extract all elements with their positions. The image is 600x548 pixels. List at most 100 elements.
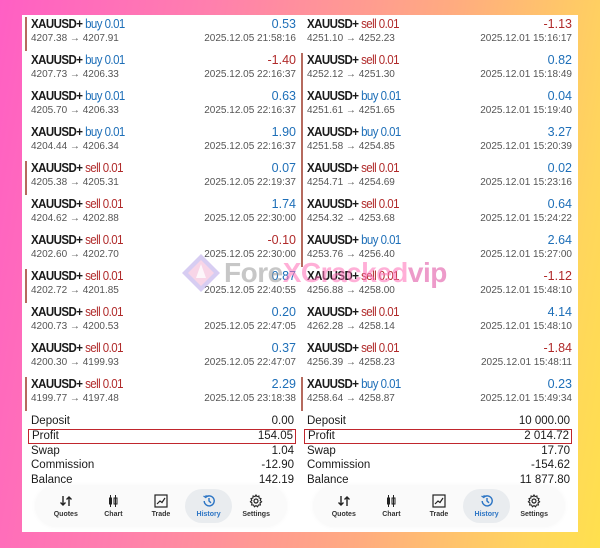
nav-tab-settings[interactable]: Settings [232,489,280,523]
nav-tab-label: Trade [151,511,171,518]
trade-row[interactable]: XAUUSD+ buy 0.01 0.23 4258.64 → 4258.87 … [301,375,572,411]
trade-close-time: 2025.12.01 15:48:10 [480,321,572,332]
trade-row[interactable]: XAUUSD+ sell 0.01 0.64 4254.32 → 4253.68… [301,193,572,231]
symbol-name: XAUUSD+ [307,377,359,391]
trade-prices: 4202.60 → 4202.70 [31,249,119,260]
nav-tab-chart[interactable]: Chart [90,489,138,523]
symbol-name: XAUUSD+ [31,17,83,31]
commission-value: -12.90 [261,459,294,472]
nav-tab-label: Settings [242,511,270,518]
nav-tab-trade[interactable]: Trade [137,489,185,523]
trade-chart-icon [432,494,446,508]
trade-close-time: 2025.12.05 21:58:16 [204,33,296,44]
symbol-name: XAUUSD+ [307,269,359,283]
trade-row[interactable]: XAUUSD+ buy 0.01 2.64 4253.76 → 4256.40 … [301,229,572,267]
commission-label: Commission [307,459,371,472]
gear-icon [249,494,263,508]
summary-swap-row: Swap 1.04 [28,444,296,459]
balance-value: 142.19 [258,474,294,487]
trade-symbol: XAUUSD+ sell 0.01 [31,341,123,355]
trade-row[interactable]: XAUUSD+ sell 0.01 0.87 4202.72 → 4201.85… [25,267,296,303]
trade-row[interactable]: XAUUSD+ sell 0.01 1.74 4204.62 → 4202.88… [28,195,296,231]
trade-marker-bar [301,229,303,267]
summary-profit-row-highlighted: Profit 2 014.72 [304,428,572,444]
trade-row[interactable]: XAUUSD+ buy 0.01 0.63 4205.70 → 4206.33 … [28,87,296,123]
trade-row[interactable]: XAUUSD+ sell 0.01 4.14 4262.28 → 4258.14… [304,303,572,339]
trade-symbol: XAUUSD+ buy 0.01 [307,377,401,391]
trade-symbol: XAUUSD+ sell 0.01 [307,341,399,355]
trade-row[interactable]: XAUUSD+ sell 0.01 -0.10 4202.60 → 4202.7… [28,231,296,267]
trade-close-time: 2025.12.01 15:48:10 [480,285,572,296]
history-comparison-card: XAUUSD+ buy 0.01 0.53 4207.38 → 4207.91 … [22,15,578,532]
nav-tab-history[interactable]: History [184,489,233,523]
trade-row[interactable]: XAUUSD+ sell 0.01 0.20 4200.73 → 4200.53… [28,303,296,339]
trade-prices: 4207.38 → 4207.91 [31,33,119,44]
trade-close-time: 2025.12.01 15:20:39 [480,141,572,152]
balance-value: 11 877.80 [519,474,570,487]
trade-marker-bar [301,377,303,411]
nav-tab-label: Trade [429,511,449,518]
symbol-name: XAUUSD+ [307,53,359,67]
trade-row[interactable]: XAUUSD+ buy 0.01 1.90 4204.44 → 4206.34 … [28,123,296,159]
trade-row[interactable]: XAUUSD+ sell 0.01 0.07 4205.38 → 4205.31… [25,159,296,195]
trade-profit: 0.37 [271,341,296,355]
summary-deposit-row: Deposit 10 000.00 [304,414,572,429]
trade-profit: 0.04 [547,89,572,103]
trade-prices: 4258.64 → 4258.87 [307,393,395,404]
symbol-name: XAUUSD+ [307,305,359,319]
summary-swap-row: Swap 17.70 [304,444,572,459]
trade-row[interactable]: XAUUSD+ sell 0.01 2.29 4199.77 → 4197.48… [25,375,296,411]
trade-prices: 4253.76 → 4256.40 [307,249,395,260]
trade-close-time: 2025.12.01 15:16:17 [480,33,572,44]
swap-value: 17.70 [541,444,570,457]
trade-side-volume: sell 0.01 [85,233,123,247]
trade-row[interactable]: XAUUSD+ sell 0.01 0.02 4254.71 → 4254.69… [301,157,572,195]
trade-prices: 4252.12 → 4251.30 [307,69,395,80]
trade-row[interactable]: XAUUSD+ sell 0.01 -1.84 4256.39 → 4258.2… [304,339,572,375]
trade-profit: -1.12 [543,269,573,283]
trade-side-volume: sell 0.01 [85,341,123,355]
trade-profit: 2.29 [271,377,296,391]
trade-row[interactable]: XAUUSD+ buy 0.01 0.53 4207.38 → 4207.91 … [25,15,296,51]
nav-tab-quotes[interactable]: Quotes [42,489,90,523]
trade-close-time: 2025.12.01 15:23:16 [480,177,572,188]
trade-prices: 4262.28 → 4258.14 [307,321,395,332]
trade-profit: -1.13 [543,17,573,31]
trade-profit: 3.27 [547,125,572,139]
nav-tab-history[interactable]: History [462,489,511,523]
trade-profit: -1.84 [543,341,573,355]
trade-side-volume: sell 0.01 [361,305,399,319]
trade-close-time: 2025.12.05 22:40:55 [204,285,296,296]
right-history-panel: XAUUSD+ sell 0.01 -1.13 4251.10 → 4252.2… [300,15,578,532]
trade-marker-bar [301,193,303,231]
trade-prices: 4202.72 → 4201.85 [31,285,119,296]
nav-tab-label: History [196,511,221,518]
symbol-name: XAUUSD+ [307,89,359,103]
trade-row[interactable]: XAUUSD+ sell 0.01 0.37 4200.30 → 4199.93… [28,339,296,375]
trade-close-time: 2025.12.05 22:19:37 [204,177,296,188]
trade-row[interactable]: XAUUSD+ buy 0.01 0.04 4251.61 → 4251.65 … [301,85,572,123]
nav-tab-chart[interactable]: Chart [368,489,416,523]
trade-chart-icon [154,494,168,508]
nav-tab-trade[interactable]: Trade [415,489,463,523]
trade-row[interactable]: XAUUSD+ buy 0.01 -1.40 4207.73 → 4206.33… [28,51,296,87]
trade-side-volume: sell 0.01 [85,161,123,175]
trade-prices: 4207.73 → 4206.33 [31,69,119,80]
trade-row[interactable]: XAUUSD+ sell 0.01 -1.12 4256.88 → 4258.0… [304,267,572,303]
nav-tab-quotes[interactable]: Quotes [320,489,368,523]
trade-row[interactable]: XAUUSD+ sell 0.01 -1.13 4251.10 → 4252.2… [304,15,572,51]
trade-side-volume: buy 0.01 [85,125,125,139]
symbol-name: XAUUSD+ [31,125,83,139]
history-clock-icon [480,494,494,508]
trade-profit: 0.53 [271,17,296,31]
trade-marker-bar [301,121,303,159]
trade-close-time: 2025.12.01 15:18:49 [480,69,572,80]
trade-symbol: XAUUSD+ sell 0.01 [307,269,399,283]
trade-symbol: XAUUSD+ buy 0.01 [307,233,401,247]
nav-tab-settings[interactable]: Settings [510,489,558,523]
trade-row[interactable]: XAUUSD+ sell 0.01 0.82 4252.12 → 4251.30… [301,51,572,87]
trade-symbol: XAUUSD+ sell 0.01 [307,197,399,211]
trade-close-time: 2025.12.05 22:16:37 [204,105,296,116]
trade-side-volume: sell 0.01 [361,53,399,67]
trade-row[interactable]: XAUUSD+ buy 0.01 3.27 4251.58 → 4254.85 … [301,121,572,159]
